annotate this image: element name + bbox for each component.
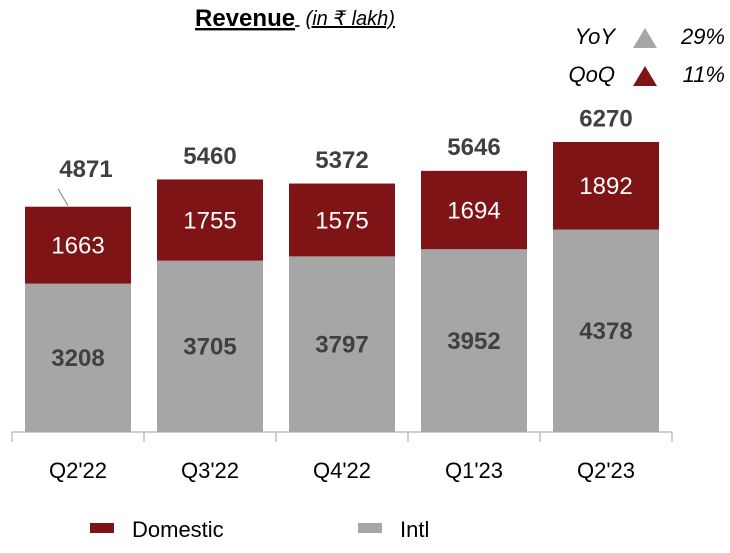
segment-label: 3705 (183, 334, 236, 361)
leader-line (57, 188, 69, 206)
bar-segment (289, 256, 395, 432)
annotation-label: YoY (575, 24, 617, 49)
bar-segment (157, 179, 263, 261)
bar-segment (553, 142, 659, 230)
segment-label: 3952 (447, 328, 500, 355)
x-tick-label: Q4'22 (313, 458, 371, 483)
segment-label: 1755 (183, 207, 236, 234)
annotation-triangle (633, 28, 657, 48)
annotation-value: 11% (683, 62, 725, 87)
legend-swatch (358, 523, 382, 533)
total-label: 5460 (183, 143, 236, 170)
chart-subtitle: (in ₹ lakh) (306, 8, 395, 30)
segment-label: 1575 (315, 207, 368, 234)
total-label: 5646 (447, 134, 500, 161)
total-label: 5372 (315, 147, 368, 174)
annotation-value: 29% (680, 24, 725, 49)
bar-segment (157, 260, 263, 432)
segment-label: 3797 (315, 332, 368, 359)
segment-label: 4378 (579, 318, 632, 345)
chart-title: Revenue (195, 5, 295, 32)
bar-segment (25, 283, 131, 432)
segment-label: 1663 (51, 233, 104, 260)
x-tick-label: Q2'23 (577, 458, 635, 483)
annotation-triangle (633, 66, 657, 86)
total-label: 4871 (59, 156, 112, 183)
annotation-label: QoQ (569, 62, 615, 87)
chart-title-group: Revenue (in ₹ lakh) (195, 5, 395, 32)
bar-segment (421, 170, 527, 250)
legend-label: Intl (400, 517, 429, 542)
legend-label: Domestic (132, 517, 224, 542)
x-tick-label: Q3'22 (181, 458, 239, 483)
bar-segment (25, 206, 131, 284)
total-label: 6270 (579, 105, 632, 132)
bar-segment (421, 249, 527, 432)
x-tick-label: Q2'22 (49, 458, 107, 483)
legend-swatch (90, 523, 114, 533)
segment-label: 3208 (51, 345, 104, 372)
bar-segment (289, 183, 395, 257)
segment-label: 1892 (579, 173, 632, 200)
segment-label: 1694 (447, 197, 500, 224)
x-tick-label: Q1'23 (445, 458, 503, 483)
bar-segment (553, 229, 659, 432)
